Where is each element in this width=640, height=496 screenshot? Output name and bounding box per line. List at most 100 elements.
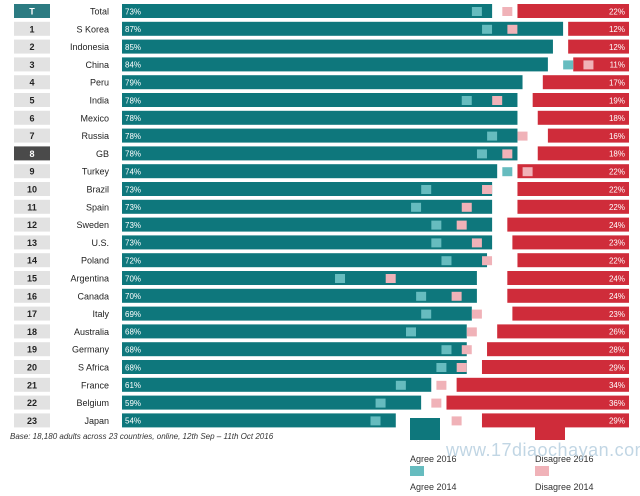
agree-2016-label: 70% — [125, 274, 141, 283]
agree-2016-bar — [122, 57, 548, 72]
country-label: GB — [96, 149, 109, 159]
disagree-2016-bar — [512, 235, 629, 250]
rank-box — [14, 93, 50, 107]
agree-2016-label: 78% — [125, 114, 141, 123]
disagree-2014-marker — [502, 149, 513, 159]
agree-2016-bar — [122, 199, 493, 214]
rank-box — [14, 288, 50, 303]
agree-2016-label: 69% — [125, 310, 141, 319]
rank-label: 22 — [27, 398, 37, 408]
table-row: T Total 73% 22% — [14, 4, 629, 18]
disagree-2016-bar — [512, 306, 629, 321]
legend-label: Disagree 2014 — [535, 482, 594, 492]
table-row: 12 Sweden 73% 24% — [14, 217, 629, 232]
rank-label: 20 — [27, 363, 37, 373]
legend-label: Agree 2014 — [410, 482, 457, 492]
rank-label: 10 — [27, 185, 37, 195]
agree-2016-label: 73% — [125, 7, 141, 16]
rank-label: 8 — [29, 149, 34, 159]
agree-2014-marker — [370, 416, 381, 426]
disagree-2014-marker — [492, 96, 503, 105]
agree-2016-label: 78% — [125, 132, 141, 141]
rank-label: 23 — [27, 416, 37, 426]
disagree-2016-bar — [537, 110, 629, 125]
country-label: Peru — [90, 78, 109, 88]
agree-2016-label: 87% — [125, 25, 141, 34]
disagree-2014-marker — [583, 60, 594, 70]
table-row: 5 India 78% 19% — [14, 93, 629, 107]
disagree-2016-bar — [507, 271, 629, 285]
rank-label: 17 — [27, 309, 37, 319]
agree-2016-bar — [122, 39, 553, 54]
table-row: 4 Peru 79% 17% — [14, 75, 629, 90]
legend-label: Agree 2016 — [410, 454, 457, 464]
agree-2014-marker — [421, 185, 432, 194]
disagree-2014-marker — [471, 309, 482, 319]
rank-box — [14, 39, 50, 54]
table-row: 14 Poland 72% 22% — [14, 253, 629, 268]
disagree-2016-label: 12% — [609, 25, 625, 34]
disagree-2016-bar — [517, 182, 629, 196]
disagree-2016-label: 23% — [609, 239, 625, 248]
agree-2014-marker — [421, 309, 432, 319]
agree-2014-marker — [441, 256, 452, 266]
agree-2014-marker — [416, 291, 427, 301]
table-row: 21 France 61% 34% — [14, 377, 629, 392]
agree-2016-label: 70% — [125, 292, 141, 301]
rank-label: 5 — [29, 96, 34, 106]
country-label: Australia — [74, 327, 109, 337]
country-label: Sweden — [76, 220, 109, 230]
country-label: Russia — [81, 131, 109, 141]
disagree-2016-bar — [446, 395, 629, 410]
rank-label: 19 — [27, 345, 37, 355]
agree-2016-bar — [122, 93, 518, 107]
rank-box — [14, 235, 50, 250]
rank-label: T — [29, 7, 35, 17]
rank-box — [14, 413, 50, 428]
disagree-2016-label: 22% — [609, 185, 625, 194]
disagree-2016-label: 24% — [609, 274, 625, 283]
rank-box — [14, 324, 50, 339]
table-row: 3 China 84% 11% — [14, 57, 629, 72]
table-row: 13 U.S. 73% 23% — [14, 235, 629, 250]
disagree-2016-label: 12% — [609, 43, 625, 52]
country-label: France — [81, 380, 109, 390]
table-row: 19 Germany 68% 28% — [14, 342, 629, 357]
rank-label: 15 — [27, 274, 37, 284]
disagree-2016-label: 26% — [609, 328, 625, 337]
agree-2014-marker — [487, 131, 498, 141]
disagree-2016-label: 28% — [609, 346, 625, 355]
country-label: U.S. — [91, 238, 109, 248]
disagree-2014-marker — [385, 274, 396, 283]
agree-2016-label: 72% — [125, 257, 141, 266]
disagree-2016-label: 24% — [609, 292, 625, 301]
agree-2016-bar — [122, 360, 467, 374]
rows-layer: T Total 73% 22% 1 S Korea 87% 12% 2 Indonesia 85% 1… — [14, 4, 629, 428]
rank-label: 4 — [29, 78, 34, 88]
disagree-2014-marker — [451, 291, 462, 301]
disagree-2016-label: 16% — [609, 132, 625, 141]
table-row: 11 Spain 73% 22% — [14, 199, 629, 214]
rank-box — [14, 182, 50, 196]
disagree-2016-bar — [517, 4, 629, 18]
country-label: Germany — [72, 345, 110, 355]
rank-box — [14, 253, 50, 268]
agree-2016-bar — [122, 377, 432, 392]
rank-label: 16 — [27, 291, 37, 301]
agree-2016-bar — [122, 235, 493, 250]
agree-2016-label: 73% — [125, 239, 141, 248]
disagree-2016-bar — [568, 21, 629, 36]
agree-2014-marker — [502, 167, 513, 177]
disagree-2016-bar — [542, 75, 629, 90]
rank-box — [14, 21, 50, 36]
agree-2016-bar — [122, 146, 518, 161]
country-label: Mexico — [80, 113, 109, 123]
rank-box — [14, 271, 50, 285]
disagree-2016-bar — [532, 93, 629, 107]
country-label: Belgium — [76, 398, 109, 408]
disagree-2016-label: 11% — [610, 61, 625, 70]
disagree-2014-marker — [456, 220, 467, 230]
country-label: Turkey — [82, 167, 110, 177]
country-label: India — [89, 96, 109, 106]
rank-label: 6 — [29, 113, 34, 123]
